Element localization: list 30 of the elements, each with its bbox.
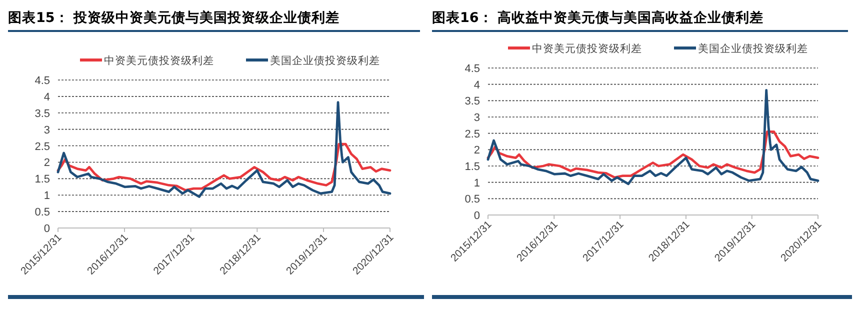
chart-title: 图表15： 投资级中资美元债与美国投资级企业债利差: [8, 9, 340, 26]
y-tick-label: 3: [474, 112, 480, 124]
legend-label: 美国企业债投资级利差: [270, 54, 380, 67]
y-tick-label: 1.5: [34, 174, 50, 186]
line-series: [486, 89, 820, 186]
y-tick-label: 0.5: [34, 206, 50, 219]
y-tick-label: 1: [474, 177, 480, 190]
legend-label: 中资美元债投资级利差: [104, 54, 214, 67]
legend-label: 中资美元债投资级利差: [532, 42, 642, 55]
line-series: [56, 142, 392, 192]
y-tick-label: 3.5: [464, 96, 480, 108]
y-tick-label: 3.5: [34, 108, 50, 120]
chart-title: 图表16： 高收益中资美元债与美国高收益企业债利差: [432, 9, 764, 26]
y-tick-label: 1.5: [464, 161, 480, 173]
y-tick-label: 2: [44, 157, 50, 170]
y-tick-label: 2: [474, 144, 480, 157]
legend-label: 美国企业债投资级利差: [698, 42, 808, 55]
y-tick-label: 1: [44, 190, 50, 202]
line-series: [486, 130, 820, 179]
y-tick-label: 4.5: [34, 75, 50, 87]
y-tick-label: 4.5: [464, 63, 480, 75]
y-tick-label: 2.5: [34, 140, 50, 153]
line-series: [56, 101, 392, 198]
y-tick-label: 0.5: [464, 194, 480, 206]
y-tick-label: 4: [474, 79, 480, 92]
y-tick-label: 3: [44, 124, 50, 136]
y-tick-label: 0: [44, 223, 50, 235]
y-tick-label: 0: [474, 210, 480, 222]
y-tick-label: 2.5: [464, 128, 480, 140]
y-tick-label: 4: [44, 91, 50, 104]
